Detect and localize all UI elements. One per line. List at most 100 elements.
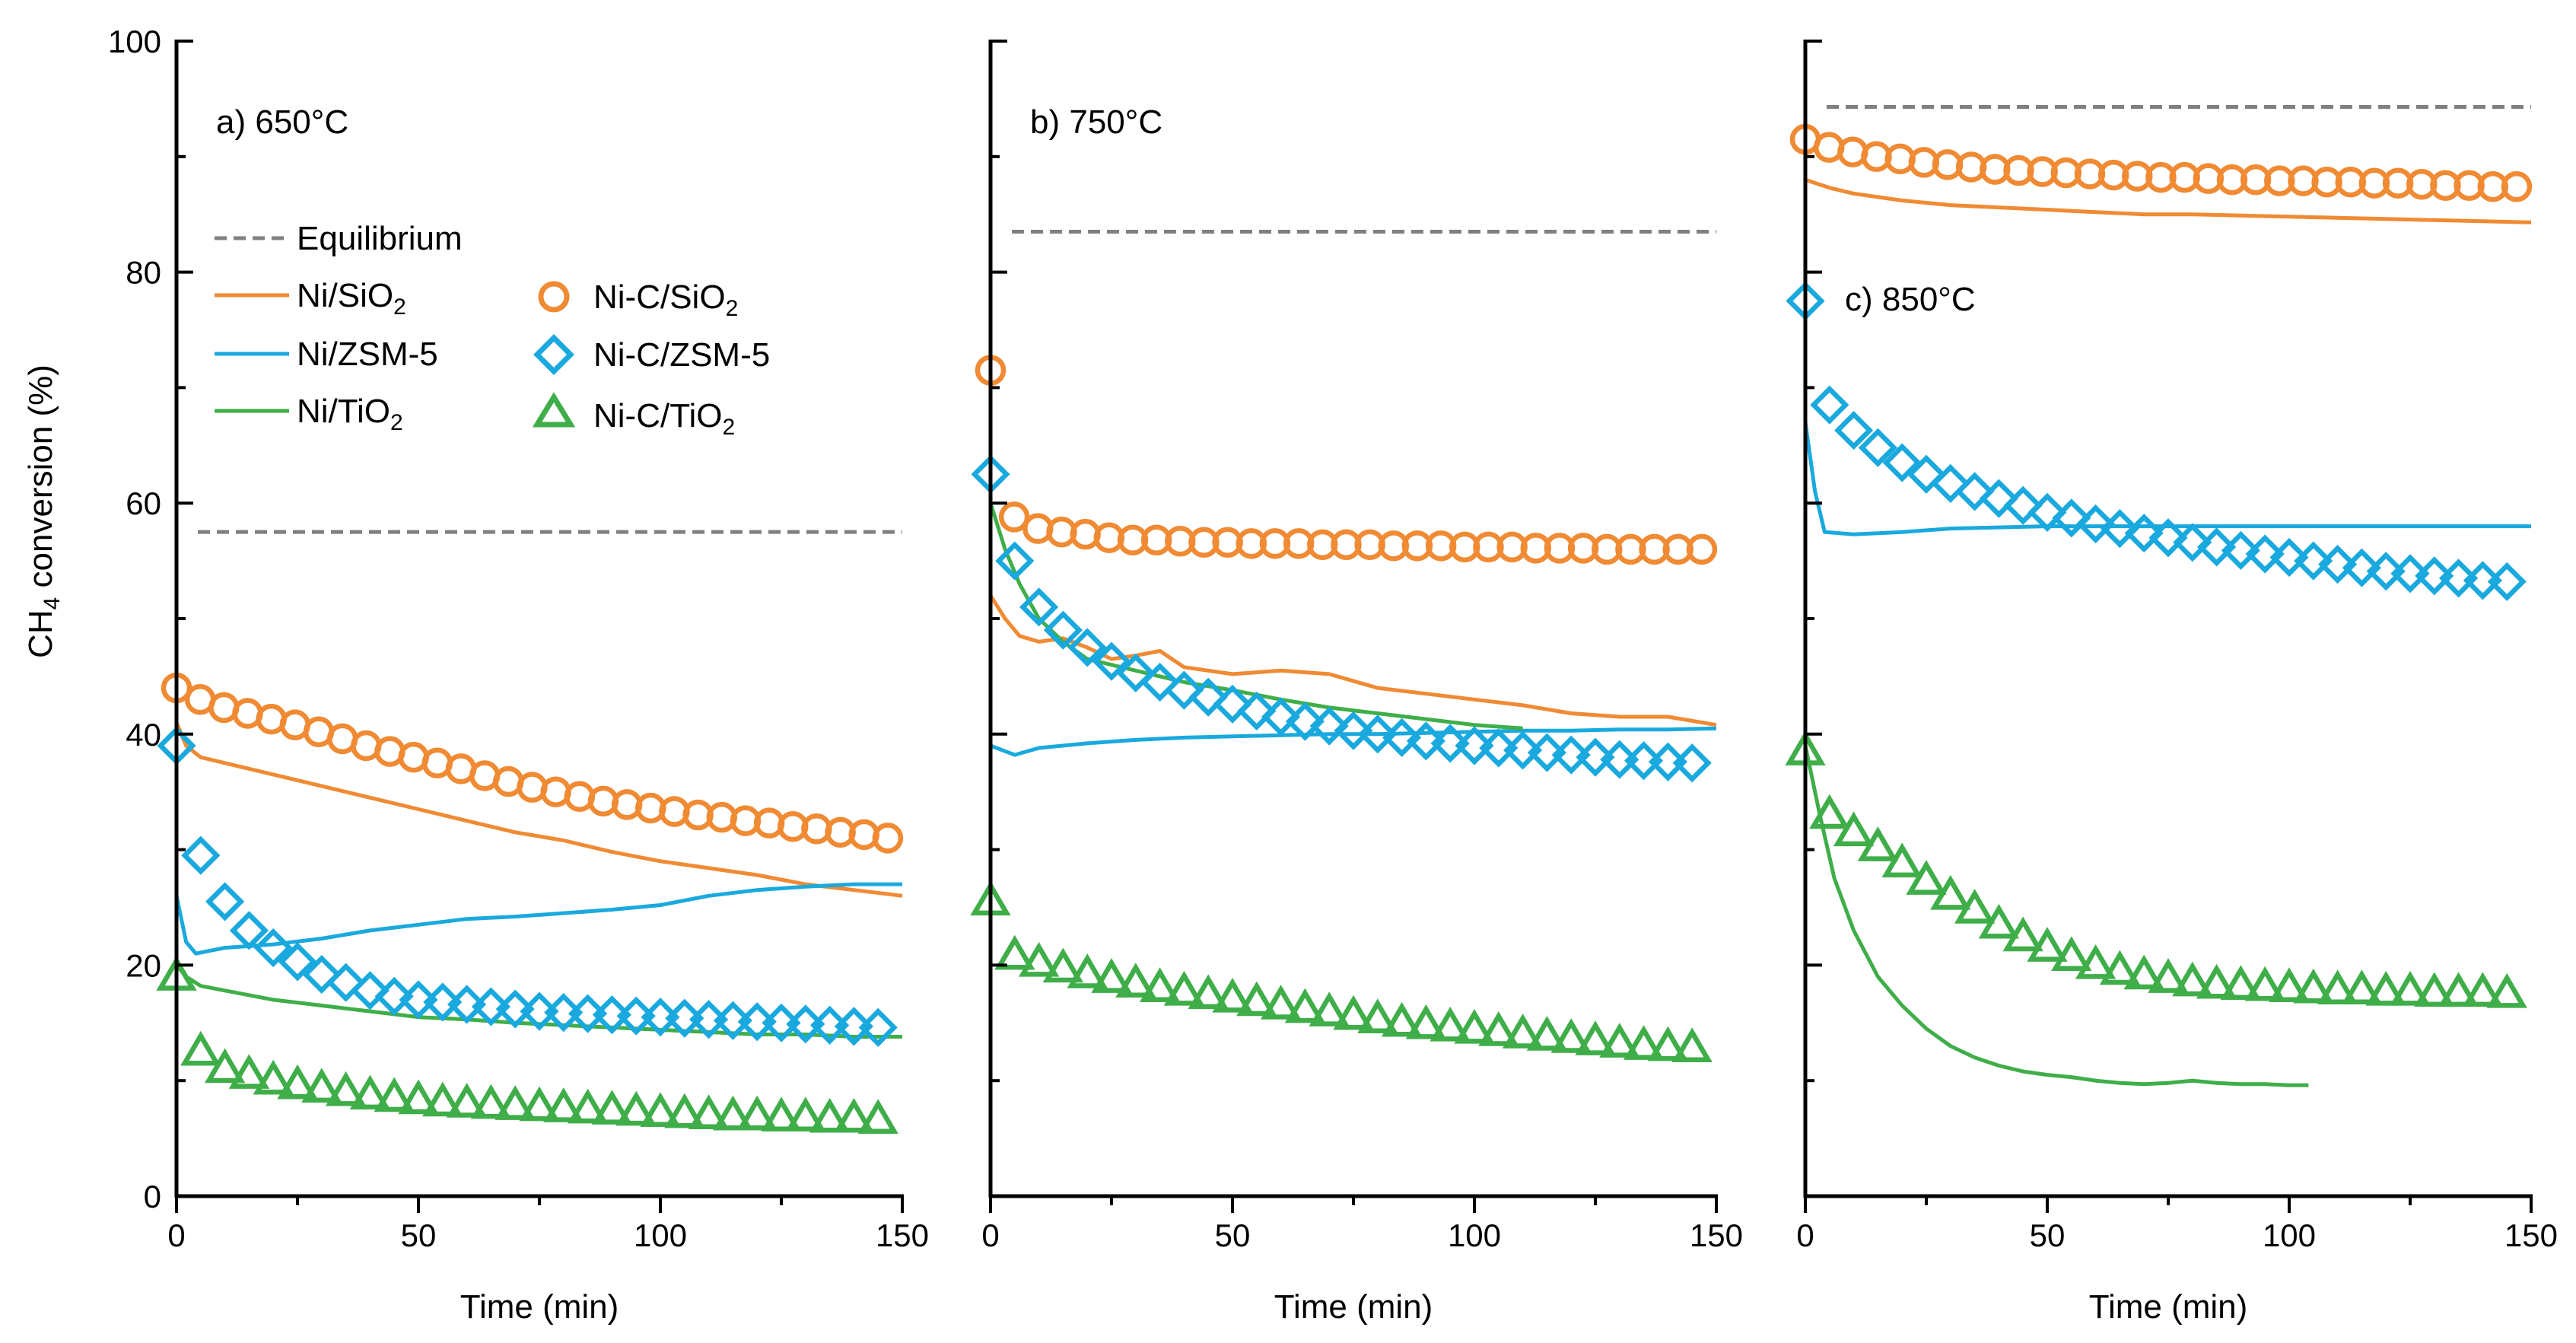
panel0-ni-c-zsm-5-point-27 [810, 1005, 850, 1045]
panel1-ni-c-zsm-5-point-14 [1309, 706, 1349, 746]
panel2-ni-c-tio2-point-5 [1906, 860, 1947, 895]
panel2-ni-c-zsm-5-point-13 [2100, 508, 2139, 549]
panel2-ni-c-tio2-point-16 [2172, 961, 2213, 997]
panel1-ni-c-tio2-point-14 [1309, 991, 1350, 1026]
panel-b: 0 50 100 150 Time (min) b) 750°C [970, 40, 1743, 1325]
panel2-ni-c-tio2-point-27 [2438, 972, 2479, 1007]
panel2-ni-c-tio2-point-8 [1978, 903, 2020, 939]
panel2-ni-c-zsm-5-point-9 [2003, 485, 2043, 525]
panel0-ni-c-tio2-point-3 [228, 1054, 270, 1089]
panel2-ni-c-zsm-5-point-22 [2318, 545, 2358, 584]
panel2-ni-c-zsm-5-point-8 [1979, 479, 2018, 518]
legend-equilibrium-label: Equilibrium [297, 220, 463, 257]
panel2-ni-c-tio2-point-3 [1857, 826, 1899, 861]
panel1-ni-c-tio2-point-18 [1405, 1004, 1447, 1039]
panel2-ni-c-tio2-point-19 [2244, 966, 2285, 1001]
panel1-panel-label: b) 750°C [1030, 103, 1162, 141]
panel0-ni-c-zsm-5-point-29 [858, 1007, 898, 1047]
panel2-ni-c-zsm-5-point-24 [2366, 552, 2406, 591]
panel1-x-tick-label-50: 50 [1215, 1217, 1251, 1253]
panel2-series-ni-c-zsm-5 [1786, 281, 2527, 602]
panel0-y-tick-label-60: 60 [126, 485, 161, 521]
panel1-ni-c-tio2-point-24 [1550, 1018, 1592, 1053]
panel1-x-tick-label-150: 150 [1690, 1217, 1743, 1253]
panel1-ni-c-zsm-5-point-20 [1455, 726, 1494, 765]
panel2-x-axis-title: Time (min) [2089, 1288, 2248, 1325]
panel0-ni-c-sio2-point-30 [872, 823, 904, 854]
panel0-ni-c-zsm-5-point-6 [302, 954, 342, 995]
legend-ni-zsm5-label: Ni/ZSM-5 [297, 336, 438, 373]
panel1-ni-c-zsm-5-point-5 [1092, 641, 1131, 681]
panel1-ni-c-tio2-point-20 [1454, 1008, 1495, 1044]
panel0-ni-c-zsm-5-point-17 [568, 994, 608, 1033]
panel0-ni-c-zsm-5-point-1 [181, 835, 221, 875]
panel1-ni-c-zsm-5-point-26 [1600, 740, 1639, 779]
panel2-ni-c-tio2-point-9 [2002, 916, 2043, 952]
panel2-ni-c-zsm-5-point-23 [2342, 548, 2381, 587]
panel0-ni-c-tio2-point-5 [277, 1064, 318, 1100]
panel2-ni-c-zsm-5-point-27 [2439, 559, 2479, 598]
panel0-series-ni-sio2 [174, 721, 903, 898]
panel1-ni-c-zsm-5-point-23 [1527, 733, 1566, 772]
panel0-ni-c-zsm-5-point-9 [374, 976, 414, 1016]
panel1-series-ni-c-zsm-5 [971, 454, 1712, 783]
panel0-ni-c-tio2-point-18 [591, 1090, 633, 1125]
legend-nic-zsm5-swatch [533, 334, 574, 375]
panel1-ni-c-tio2-point-26 [1599, 1023, 1640, 1058]
panel1-ni-c-tio2-point-2 [1018, 941, 1060, 977]
panel0-ni-c-tio2-point-15 [519, 1086, 560, 1122]
panel0-ni-c-tio2-point-22 [688, 1094, 730, 1129]
panel2-ni-c-tio2-point-10 [2027, 927, 2068, 962]
panel1-ni-c-tio2-point-23 [1526, 1016, 1568, 1051]
panel1-ni-c-zsm-5-point-13 [1285, 702, 1325, 741]
panel2-ni-c-zsm-5-point-26 [2415, 556, 2454, 596]
panel2-ni-c-zsm-5-point-1 [1810, 385, 1849, 425]
panel2-series-ni-c-tio2 [1785, 730, 2527, 1008]
panel2-ni-c-sio2-point-30 [2501, 171, 2533, 202]
panel0-ni-c-tio2-point-24 [736, 1095, 778, 1131]
panel0-panel-label: a) 650°C [216, 103, 348, 141]
panel1-ni-c-tio2-point-7 [1139, 967, 1181, 1003]
panel0-x-tick-label-150: 150 [876, 1217, 929, 1253]
panel1-ni-c-tio2-point-12 [1260, 985, 1302, 1020]
panel2-ni-c-zsm-5-point-3 [1858, 428, 1897, 467]
panel1-ni-c-tio2-point-22 [1502, 1014, 1544, 1049]
panel1-series-ni-c-sio2 [975, 355, 1718, 565]
panel1-ni-c-tio2-point-13 [1284, 988, 1326, 1023]
panel2-ni-c-tio2-point-1 [1809, 794, 1850, 829]
panel0-ni-c-tio2-point-1 [180, 1030, 221, 1066]
panel2-ni-c-tio2-point-6 [1930, 874, 1971, 910]
panel0-ni-c-zsm-5-point-22 [689, 1000, 729, 1039]
panel2-ni-c-zsm-5-point-11 [2052, 498, 2091, 538]
panel2-series-ni-c-sio2 [1789, 123, 2533, 202]
panel1-ni-c-zsm-5-point-25 [1576, 737, 1615, 777]
legend: Equilibrium Ni/SiO2 Ni/ZSM-5 Ni/TiO2 Ni-… [215, 220, 770, 440]
panel1-series-ni-c-tio2 [970, 880, 1713, 1062]
panel1-ni-c-zsm-5-point-10 [1213, 684, 1252, 724]
panel-c: 0 50 100 150 Time (min) c) 850°C [1785, 40, 2558, 1325]
panel1-ni-c-tio2-point-21 [1478, 1010, 1519, 1046]
panel2-ni-c-zsm-5-point-12 [2076, 504, 2116, 544]
panel0-ni-c-zsm-5-point-7 [326, 963, 366, 1002]
panel1-ni-c-zsm-5-point-29 [1672, 743, 1712, 783]
panel1-ni-c-zsm-5-point-9 [1188, 677, 1228, 717]
panel0-ni-c-zsm-5-point-11 [423, 982, 463, 1022]
panel2-ni-c-tio2-point-20 [2269, 967, 2310, 1003]
panel0-ni-c-zsm-5-point-19 [616, 996, 656, 1036]
panel0-ni-c-tio2-point-28 [833, 1097, 875, 1133]
panel1-ni-c-tio2-point-10 [1212, 977, 1253, 1013]
panel2-ni-c-tio2-point-24 [2365, 970, 2406, 1006]
panel1-x-tick-label-0: 0 [981, 1217, 999, 1253]
panel1-ni-c-zsm-5-point-28 [1648, 742, 1687, 781]
legend-ni-tio2-label: Ni/TiO2 [297, 393, 403, 435]
panel0-ni-c-tio2-point-29 [857, 1099, 898, 1135]
legend-nic-zsm5-label: Ni-C/ZSM-5 [593, 336, 770, 374]
panel2-series-ni-sio2 [1805, 177, 2532, 224]
panel0-ni-c-zsm-5-point-23 [713, 1001, 752, 1040]
panel0-ni-c-zsm-5-point-13 [471, 987, 510, 1026]
panel1-series-ni-zsm-5 [990, 726, 1717, 757]
panel2-series-ni-zsm-5 [1803, 422, 2531, 536]
panel1-ni-c-zsm-5-point-24 [1551, 735, 1591, 775]
panel1-ni-c-tio2-point-1 [994, 934, 1035, 970]
